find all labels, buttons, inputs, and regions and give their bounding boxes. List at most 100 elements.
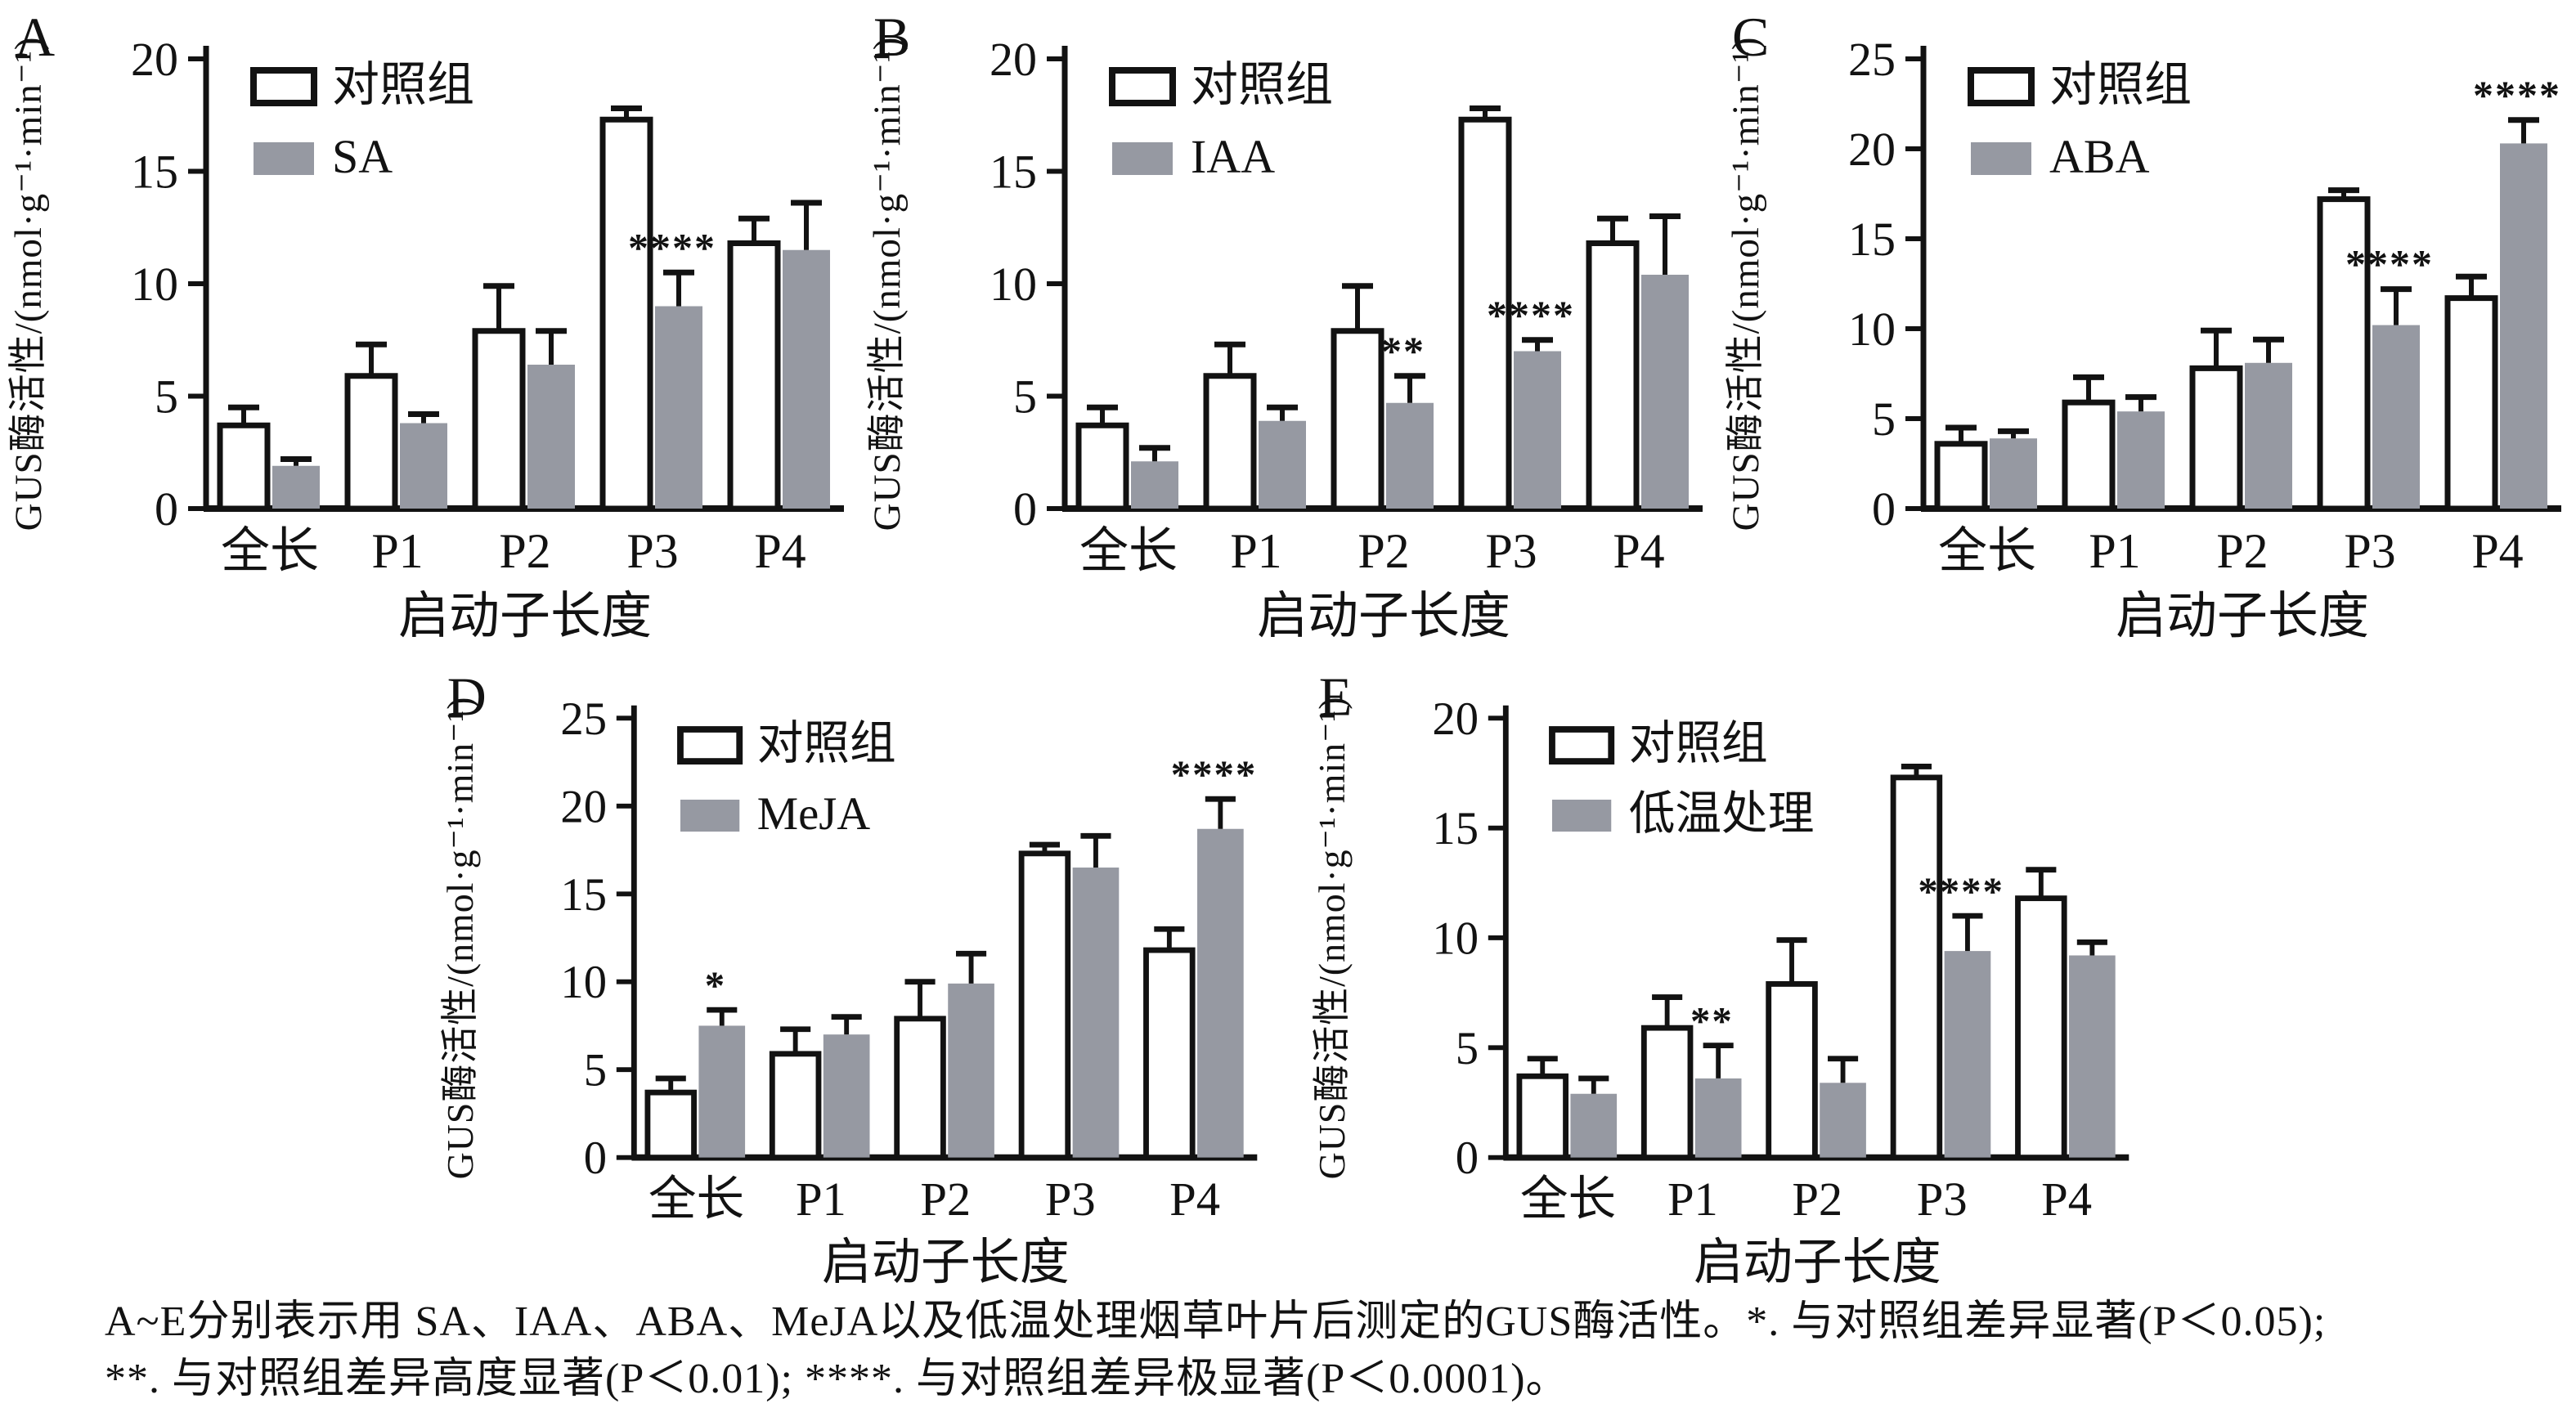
bar-treatment-P4 [2069, 955, 2116, 1158]
y-tick-label: 10 [131, 258, 178, 311]
bar-control-P2 [472, 328, 526, 512]
y-axis-title: GUS酶活性/(nmol·g⁻¹·min⁻¹) [1725, 37, 1767, 531]
chart-panel-C: C GUS酶活性/(nmol·g⁻¹·min⁻¹) 0 5 10 15 20 25 全长 P1 P2… [1717, 0, 2576, 638]
legend-swatch-control [1968, 67, 2035, 106]
significance-marker-P4: **** [2473, 72, 2561, 118]
bar-control-P2 [1331, 328, 1384, 512]
legend-label-control: 对照组 [1191, 58, 1333, 111]
bar-treatment-P3 [1944, 951, 1991, 1158]
bar-control-P3 [1890, 774, 1943, 1161]
legend-label-treatment: 低温处理 [1629, 789, 1815, 840]
x-axis-title: 启动子长度 [1694, 1235, 1941, 1284]
y-tick-label: 10 [1848, 303, 1896, 356]
significance-marker-P3: **** [2345, 241, 2434, 287]
y-tick-label: 20 [990, 33, 1037, 86]
x-category-label: P2 [1358, 524, 1409, 578]
legend-label-control: 对照组 [1629, 719, 1768, 769]
legend-swatch-treatment [680, 799, 740, 832]
legend-swatch-treatment [1551, 799, 1612, 832]
legend-label-treatment: MeJA [757, 789, 871, 840]
bar-treatment-全长 [272, 465, 320, 509]
bar-control-全长 [644, 1089, 697, 1161]
x-category-label: P1 [371, 524, 423, 578]
bar-treatment-P1 [1694, 1078, 1742, 1158]
bar-control-全长 [217, 422, 271, 512]
bar-control-全长 [1075, 422, 1129, 512]
bar-control-P1 [1640, 1025, 1694, 1161]
bar-treatment-P2 [1820, 1083, 1866, 1158]
bar-treatment-P3 [655, 306, 702, 509]
bottom-row: D GUS酶活性/(nmol·g⁻¹·min⁻¹) 0 5 10 15 20 25 * 全长 P1 P… [0, 661, 2576, 1284]
y-axis-title: GUS酶活性/(nmol·g⁻¹·min⁻¹) [1311, 697, 1353, 1180]
bar-treatment-P3 [1514, 351, 1561, 509]
bar-control-P1 [2062, 399, 2116, 512]
legend-label-treatment: IAA [1191, 130, 1275, 183]
y-tick-label: 5 [584, 1046, 607, 1096]
y-tick-label: 5 [1013, 370, 1037, 424]
y-tick-label: 20 [131, 33, 178, 86]
bar-control-P2 [2189, 365, 2243, 512]
legend-label-control: 对照组 [332, 58, 474, 111]
bar-treatment-全长 [1990, 438, 2037, 509]
legend-swatch-treatment [1112, 142, 1173, 175]
bar-control-P4 [2444, 295, 2498, 512]
bar-control-P2 [1766, 980, 1818, 1161]
significance-marker-P4: **** [1171, 752, 1257, 797]
x-category-label: P1 [2089, 524, 2140, 578]
significance-marker-P1: ** [1690, 998, 1734, 1043]
y-tick-label: 20 [560, 782, 607, 832]
bar-control-P4 [727, 240, 781, 512]
y-tick-label: 0 [584, 1133, 607, 1184]
chart-panel-A: A GUS酶活性/(nmol·g⁻¹·min⁻¹) 0 5 10 15 20 全长 P1 P2 **… [0, 0, 859, 638]
legend-label-control: 对照组 [757, 719, 896, 769]
y-tick-label: 15 [131, 146, 178, 199]
legend-swatch-treatment [254, 142, 314, 175]
x-category-label: P3 [1917, 1173, 1968, 1226]
significance-marker-全长: * [705, 962, 726, 1007]
significance-marker-P3: **** [1487, 292, 1575, 338]
y-tick-label: 10 [560, 957, 607, 1008]
x-category-label: P4 [1613, 524, 1664, 578]
x-category-label: 全长 [1520, 1173, 1616, 1226]
y-tick-label: 10 [1432, 914, 1479, 965]
y-axis-title: GUS酶活性/(nmol·g⁻¹·min⁻¹) [866, 37, 909, 531]
chart-panel-B: B GUS酶活性/(nmol·g⁻¹·min⁻¹) 0 5 10 15 20 全长 P1 ** P2… [859, 0, 1717, 638]
x-category-label: P2 [1792, 1173, 1842, 1226]
x-category-label: P4 [2471, 524, 2523, 578]
y-tick-label: 20 [1848, 123, 1896, 176]
bar-control-P3 [599, 116, 653, 512]
legend-label-treatment: ABA [2049, 130, 2150, 183]
x-category-label: 全长 [1938, 524, 2036, 578]
x-axis-title: 启动子长度 [1257, 589, 1510, 638]
legend-swatch-control [250, 67, 317, 106]
panel-letter: E [1319, 667, 1353, 727]
x-category-label: P2 [499, 524, 550, 578]
significance-marker-P3: **** [1918, 868, 2004, 913]
x-category-label: P3 [1485, 524, 1537, 578]
panel-letter: C [1732, 6, 1769, 68]
y-tick-label: 25 [560, 694, 607, 745]
bar-control-P3 [1018, 850, 1071, 1161]
y-axis-title: GUS酶活性/(nmol·g⁻¹·min⁻¹) [439, 697, 481, 1180]
y-tick-label: 15 [990, 146, 1037, 199]
y-tick-label: 5 [1456, 1024, 1479, 1074]
x-category-label: P2 [2216, 524, 2268, 578]
bar-control-P3 [2317, 196, 2371, 512]
bar-treatment-P1 [2117, 411, 2165, 509]
x-category-label: P1 [1230, 524, 1281, 578]
figure-caption: A~E分别表示用 SA、IAA、ABA、MeJA以及低温处理烟草叶片后测定的GU… [105, 1294, 2576, 1408]
x-category-label: P3 [2344, 524, 2395, 578]
bar-control-P1 [1203, 373, 1257, 512]
bar-treatment-全长 [698, 1025, 746, 1158]
panel-letter: D [447, 667, 487, 727]
bar-control-P4 [2015, 895, 2067, 1161]
top-row: A GUS酶活性/(nmol·g⁻¹·min⁻¹) 0 5 10 15 20 全长 P1 P2 **… [0, 0, 2576, 638]
bar-treatment-P4 [1641, 275, 1689, 509]
bar-treatment-P3 [2372, 325, 2420, 509]
x-category-label: P1 [796, 1173, 846, 1226]
significance-marker-P2: ** [1381, 328, 1425, 374]
